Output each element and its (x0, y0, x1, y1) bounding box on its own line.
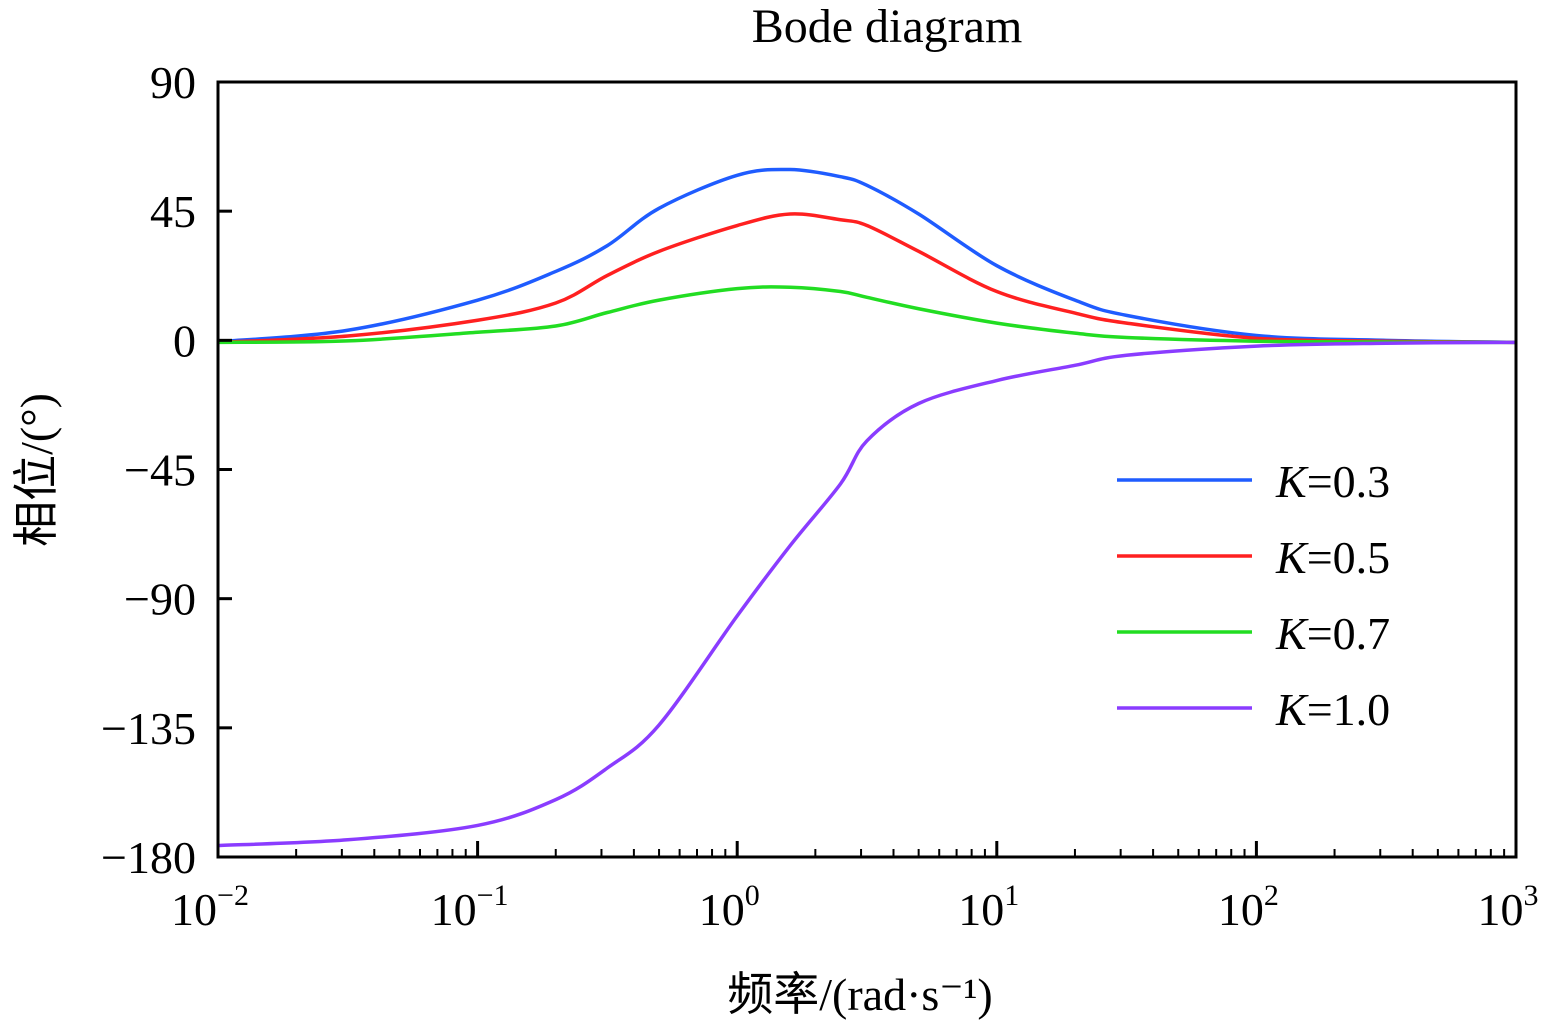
y-tick-label: −45 (124, 445, 196, 496)
y-axis-label: 相位/(°) (11, 393, 62, 547)
x-tick-label: 101 (958, 879, 1019, 935)
x-tick-label: 10−1 (431, 879, 509, 935)
y-tick-label: 0 (173, 315, 196, 366)
x-tick-label: 10−2 (171, 879, 249, 935)
legend-label: K=0.7 (1275, 608, 1390, 659)
series-line-K=0.5 (217, 212, 1517, 345)
x-tick-label: 103 (1478, 879, 1539, 935)
y-tick-label: −90 (124, 574, 196, 625)
y-tick-label: −180 (101, 832, 196, 883)
x-tick-label: 102 (1218, 879, 1279, 935)
x-axis-label: 频率/(rad·s⁻¹) (727, 969, 992, 1020)
y-tick-label: 45 (150, 186, 196, 237)
x-tick-label: 100 (699, 879, 760, 935)
series-line-K=0.3 (217, 167, 1517, 345)
plot-frame (216, 80, 1518, 859)
y-tick-label: 90 (150, 57, 196, 108)
chart-title: Bode diagram (752, 0, 1023, 53)
legend-label: K=0.3 (1275, 456, 1390, 507)
series-line-K=1.0 (217, 340, 1517, 848)
legend: K=0.3 K=0.5 K=0.7 K=1.0 (1117, 456, 1390, 735)
y-tick-label: −135 (101, 703, 196, 754)
legend-label: K=1.0 (1275, 684, 1390, 735)
series-line-K=0.7 (217, 285, 1517, 345)
plot-curves (217, 167, 1517, 848)
legend-label: K=0.5 (1275, 532, 1390, 583)
